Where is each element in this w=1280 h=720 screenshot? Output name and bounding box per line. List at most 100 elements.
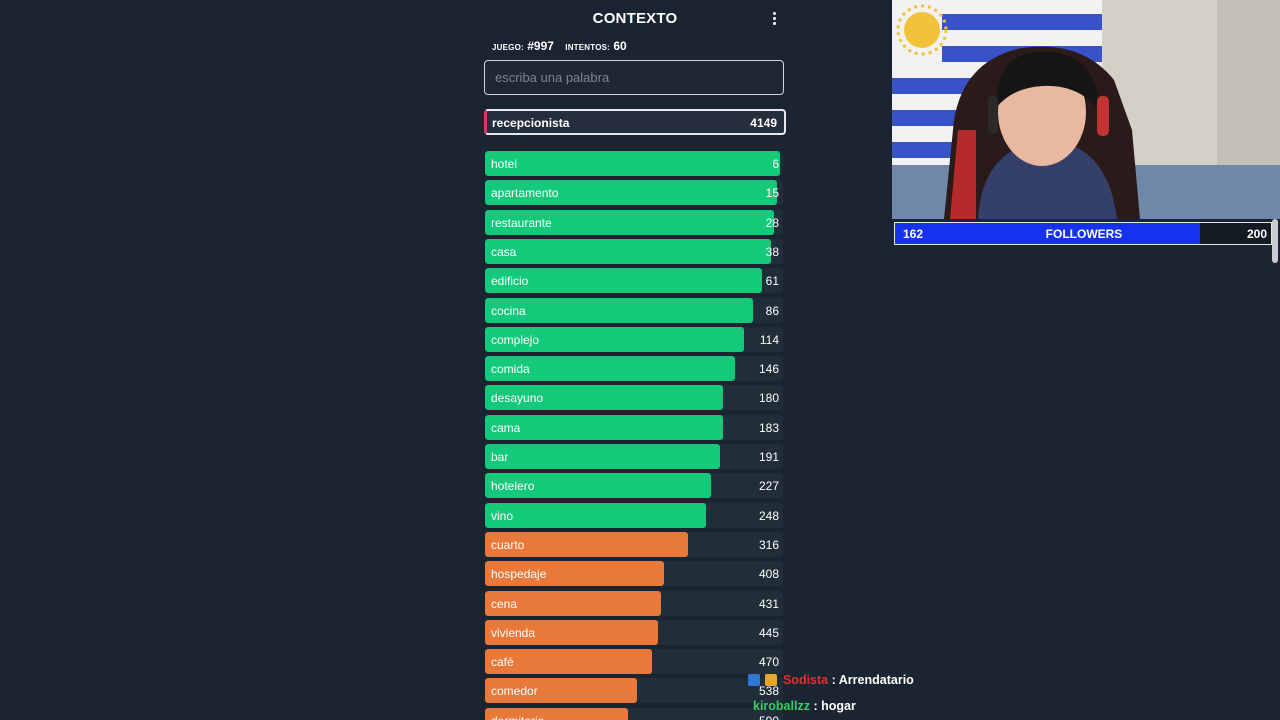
guess-similarity-bar — [485, 503, 706, 528]
more-options-icon[interactable] — [770, 11, 778, 27]
page-scrollbar-thumb[interactable] — [1272, 219, 1278, 263]
crown-badge-icon — [765, 674, 778, 686]
guess-similarity-bar — [485, 444, 720, 469]
followers-progress-fill — [895, 223, 1200, 244]
guess-word: complejo — [491, 333, 540, 347]
guess-similarity-bar — [485, 708, 628, 720]
chat-text: : hogar — [813, 699, 856, 713]
chat-username: kiroballzz — [753, 699, 810, 713]
last-guess-rank: 4149 — [750, 116, 777, 130]
game-number-value: #997 — [527, 39, 554, 53]
guess-word: bar — [491, 450, 509, 464]
guess-similarity-bar — [485, 327, 744, 352]
guess-similarity-bar — [485, 591, 661, 616]
guess-row: cama 183 — [485, 415, 783, 440]
guess-similarity-bar — [485, 415, 723, 440]
chat-username: Sodista — [782, 673, 829, 687]
word-input[interactable] — [484, 60, 784, 95]
webcam-image — [892, 0, 1280, 219]
guess-row: comida 146 — [485, 356, 783, 381]
guess-word: casa — [491, 245, 517, 259]
followers-goal-bar: 162 FOLLOWERS 200 — [894, 222, 1272, 245]
guess-rank: 248 — [758, 509, 779, 523]
attempts-label: INTENTOS: — [565, 43, 611, 52]
contexto-game-panel: CONTEXTO JUEGO: #997 INTENTOS: 60 recepc… — [484, 0, 786, 720]
guess-similarity-bar — [485, 268, 762, 293]
guess-rank: 183 — [758, 421, 779, 435]
chat-text: : Arrendatario — [831, 673, 914, 687]
guess-row: edificio 61 — [485, 268, 783, 293]
guess-word: cuarto — [491, 538, 525, 552]
guess-word: comida — [491, 362, 530, 376]
guess-similarity-bar — [485, 239, 771, 264]
guess-similarity-bar — [485, 532, 688, 557]
guess-row: vivienda 445 — [485, 620, 783, 645]
chat-message: kiroballzz : hogar — [753, 699, 856, 713]
guess-word: desayuno — [491, 391, 544, 405]
guess-rank: 538 — [758, 684, 779, 698]
attempts-value: 60 — [613, 39, 627, 53]
guess-rank: 191 — [758, 450, 779, 464]
game-title: CONTEXTO — [592, 10, 678, 27]
game-number-label: JUEGO: — [492, 43, 524, 52]
guess-rank: 6 — [772, 157, 779, 171]
guess-row: casa 38 — [485, 239, 783, 264]
guess-rank: 61 — [765, 274, 779, 288]
guess-row: hospedaje 408 — [485, 561, 783, 586]
guess-similarity-bar — [485, 151, 780, 176]
guess-word: hotelero — [491, 479, 535, 493]
chat-message: Sodista : Arrendatario — [748, 673, 914, 687]
guess-word: edificio — [491, 274, 529, 288]
guess-word: café — [491, 655, 514, 669]
game-stats: JUEGO: #997 INTENTOS: 60 — [492, 39, 635, 53]
guess-rank: 146 — [758, 362, 779, 376]
guess-similarity-bar — [485, 180, 777, 205]
guess-word: cama — [491, 421, 521, 435]
guess-word: vivienda — [491, 626, 536, 640]
guess-row: hotel 6 — [485, 151, 783, 176]
guess-rank: 15 — [765, 186, 779, 200]
last-guess-row: recepcionista 4149 — [484, 109, 786, 135]
guess-row: cocina 86 — [485, 298, 783, 323]
guess-word: cocina — [491, 304, 526, 318]
guess-similarity-bar — [485, 561, 664, 586]
guess-row: bar 191 — [485, 444, 783, 469]
guess-similarity-bar — [485, 620, 658, 645]
followers-goal: 200 — [1246, 227, 1267, 241]
followers-label: FOLLOWERS — [1045, 227, 1123, 241]
guess-rank: 114 — [759, 333, 779, 347]
guess-similarity-bar — [485, 473, 711, 498]
guess-row: restaurante 28 — [485, 210, 783, 235]
guess-similarity-bar — [485, 298, 753, 323]
guess-similarity-bar — [485, 649, 652, 674]
guess-similarity-bar — [485, 210, 774, 235]
guess-rank: 28 — [765, 216, 779, 230]
guess-word: comedor — [491, 684, 538, 698]
guess-rank: 38 — [765, 245, 779, 259]
guess-rank: 227 — [758, 479, 779, 493]
guess-word: dormitorio — [491, 714, 544, 720]
guess-rank: 316 — [758, 538, 779, 552]
prime-badge-icon — [748, 674, 760, 686]
guess-row: dormitorio 590 — [485, 708, 783, 720]
guess-word: cena — [491, 597, 518, 611]
guess-row: cuarto 316 — [485, 532, 783, 557]
guess-row: desayuno 180 — [485, 385, 783, 410]
guess-rank: 431 — [758, 597, 779, 611]
guess-rank: 590 — [759, 714, 779, 720]
guess-rank: 180 — [758, 391, 779, 405]
guess-rank: 86 — [765, 304, 779, 318]
guess-row: café 470 — [485, 649, 783, 674]
webcam-overlay — [892, 0, 1280, 219]
guess-word: apartamento — [491, 186, 559, 200]
guess-row: cena 431 — [485, 591, 783, 616]
guess-row: vino 248 — [485, 503, 783, 528]
guess-similarity-bar — [485, 385, 723, 410]
guess-similarity-bar — [485, 356, 735, 381]
guess-similarity-bar — [485, 678, 637, 703]
guess-word: restaurante — [491, 216, 552, 230]
followers-current: 162 — [903, 227, 924, 241]
guess-rank: 408 — [758, 567, 779, 581]
guess-row: complejo 114 — [485, 327, 783, 352]
guess-row: comedor 538 — [485, 678, 783, 703]
